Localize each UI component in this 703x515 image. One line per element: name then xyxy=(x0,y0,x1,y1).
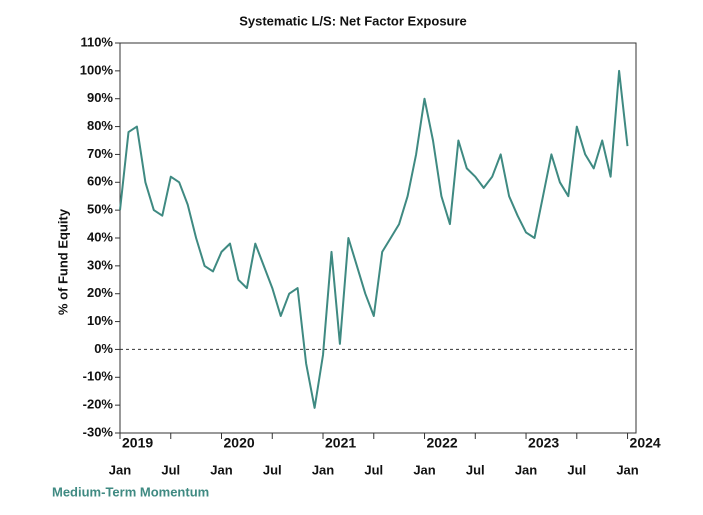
y-tick-label: 70% xyxy=(87,146,113,161)
data-line xyxy=(119,69,629,409)
x-tick-label: Jul xyxy=(161,462,180,477)
year-label: 2021 xyxy=(325,435,356,451)
x-tick-label: Jan xyxy=(515,462,537,477)
y-tick-label: 60% xyxy=(87,174,113,189)
y-tick-label: 100% xyxy=(80,62,114,77)
y-tick-label: 20% xyxy=(87,285,113,300)
legend-label: Medium-Term Momentum xyxy=(52,484,209,499)
y-tick-label: 110% xyxy=(80,34,113,49)
y-tick-label: 50% xyxy=(87,202,113,217)
x-tick-label: Jan xyxy=(312,462,334,477)
y-tick-label: -20% xyxy=(83,397,114,412)
y-axis-label: % of Fund Equity xyxy=(55,208,70,315)
chart-title: Systematic L/S: Net Factor Exposure xyxy=(239,13,467,28)
year-label: 2023 xyxy=(528,435,559,451)
y-tick-label: 40% xyxy=(87,229,113,244)
y-tick-label: -30% xyxy=(83,424,114,439)
x-tick-label: Jan xyxy=(413,462,435,477)
y-tick-label: 80% xyxy=(87,118,113,133)
x-tick-label: Jul xyxy=(364,462,383,477)
x-tick-label: Jan xyxy=(109,462,131,477)
x-tick-label: Jan xyxy=(616,462,638,477)
x-tick-label: Jan xyxy=(210,462,232,477)
y-tick-label: 30% xyxy=(87,257,113,272)
plot-frame xyxy=(119,42,637,434)
y-tick-label: 0% xyxy=(94,341,113,356)
year-label: 2019 xyxy=(122,435,153,451)
year-label: 2022 xyxy=(427,435,458,451)
year-label: 2020 xyxy=(224,435,255,451)
y-tick-label: -10% xyxy=(83,369,114,384)
year-label: 2024 xyxy=(630,435,661,451)
x-tick-label: Jul xyxy=(567,462,586,477)
y-tick-label: 90% xyxy=(87,90,113,105)
x-tick-label: Jul xyxy=(466,462,485,477)
y-tick-label: 10% xyxy=(87,313,113,328)
x-tick-label: Jul xyxy=(263,462,282,477)
